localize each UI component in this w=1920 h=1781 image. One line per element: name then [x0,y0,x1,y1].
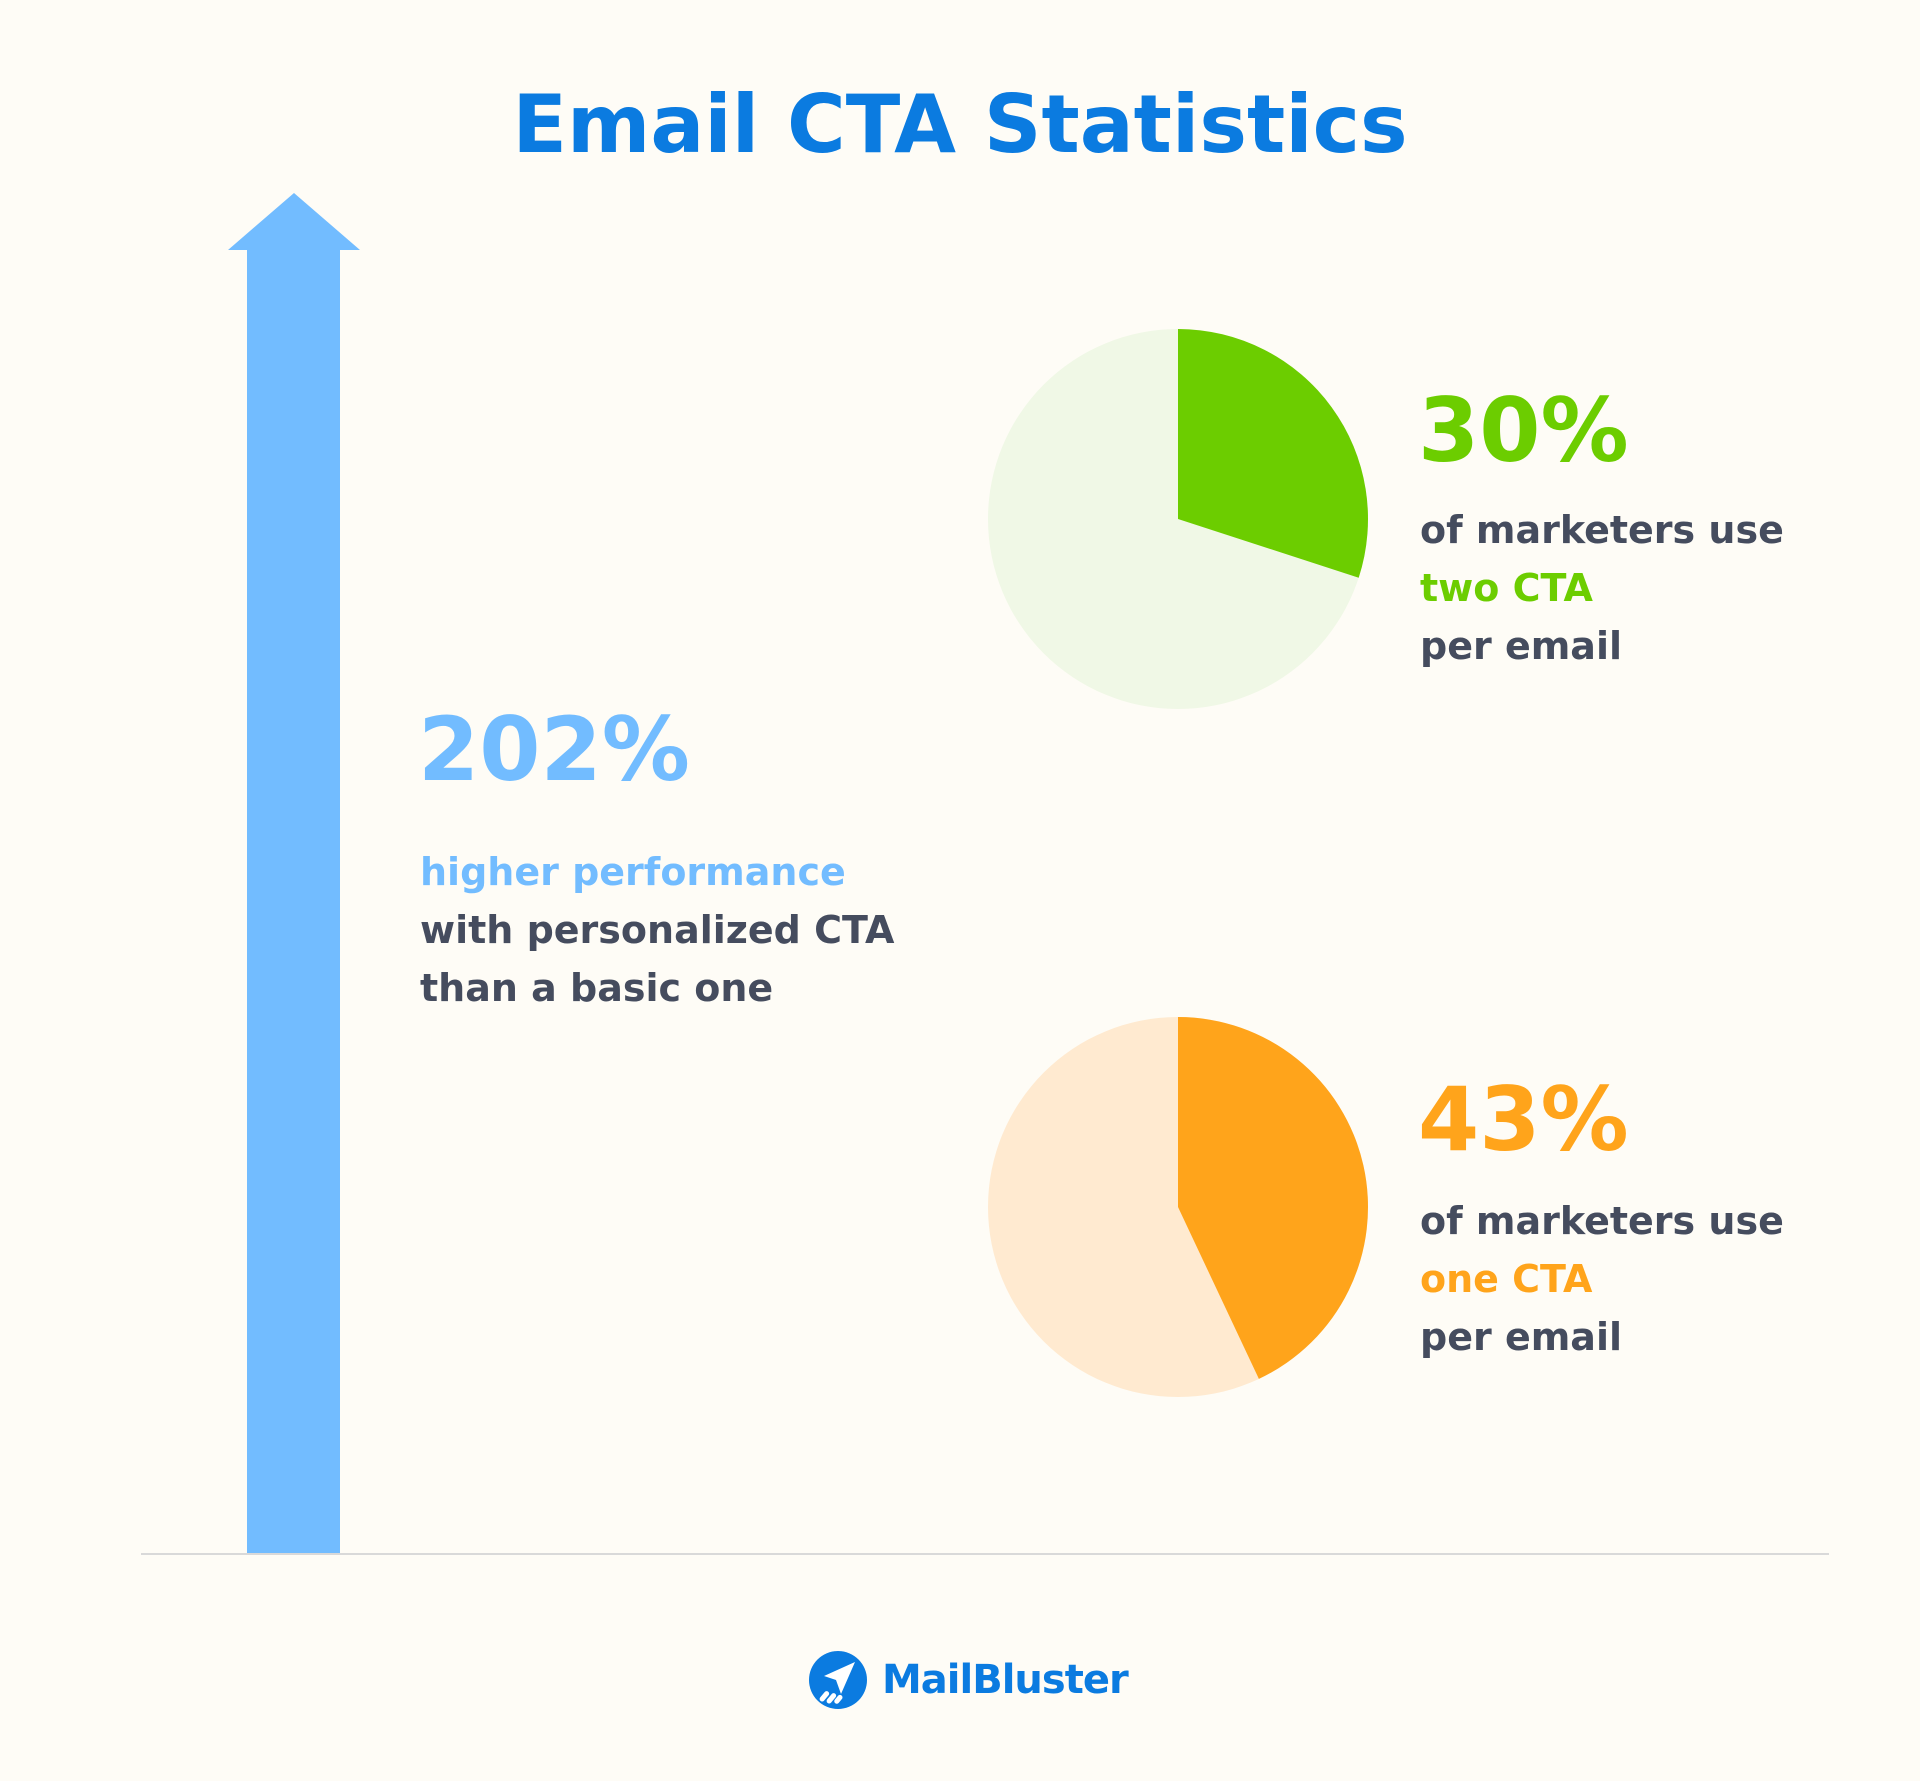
stat-personalized-highlight: higher performance [420,850,846,894]
stat-personalized-line2: with personalized CTA [420,908,895,952]
stat-two-cta-line1: of marketers use [1420,508,1784,552]
stat-one-cta-line1: of marketers use [1420,1199,1784,1243]
brand-name: MailBluster [882,1657,1129,1703]
paper-plane-logo-icon [809,1651,867,1709]
stat-two-cta-description: of marketers use two CTA per email [1420,501,1784,675]
pie-two-cta [988,329,1368,709]
pie-one-cta-slice [1178,1017,1368,1379]
up-arrow-icon [228,193,360,1553]
divider-line [141,1553,1829,1555]
stat-one-cta-line3: per email [1420,1315,1623,1359]
pie-one-cta [988,1017,1368,1397]
stat-personalized-line3: than a basic one [420,966,774,1010]
page-title: Email CTA Statistics [512,78,1408,171]
stat-one-cta-description: of marketers use one CTA per email [1420,1192,1784,1366]
stat-personalized-description: higher performance with personalized CTA… [420,843,894,1017]
stat-one-cta-value: 43% [1418,1068,1629,1171]
stat-two-cta-value: 30% [1418,379,1629,482]
stat-personalized-value: 202% [418,698,690,801]
stat-two-cta-highlight: two CTA [1420,566,1593,610]
stat-two-cta-line3: per email [1420,624,1623,668]
pie-two-cta-slice [1178,329,1368,578]
stat-one-cta-highlight: one CTA [1420,1257,1593,1301]
brand-logo: MailBluster [808,1650,1129,1710]
